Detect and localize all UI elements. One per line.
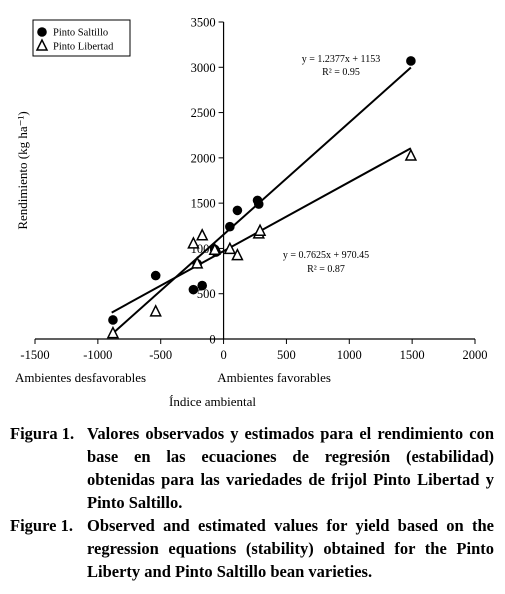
x-axis-label: Índice ambiental: [169, 394, 256, 409]
y-tick-label: 3000: [191, 61, 216, 75]
caption-spanish-text: Valores observados y estimados para el r…: [87, 424, 494, 512]
caption-spanish-label: Figura 1.: [10, 424, 75, 443]
point-pinto-libertad: [187, 236, 200, 249]
point-pinto-libertad: [223, 241, 237, 255]
axes: -1500 -1000 -500 0 500 1000 1500 20000500100015…: [20, 16, 487, 363]
point-pinto-libertad: [106, 325, 120, 339]
point-pinto-libertad: [149, 304, 162, 317]
caption-english-text: Observed and estimated values for yield …: [87, 516, 494, 581]
x-tick-label: 1000: [337, 348, 362, 362]
caption-spanish: Figura 1. Valores observados y estimados…: [10, 422, 494, 512]
x-tick-label: 500: [277, 348, 296, 362]
point-pinto-saltillo: [188, 284, 199, 295]
y-tick-label: 500: [197, 287, 216, 301]
data-points: [106, 56, 418, 339]
y-axis-label: Rendimiento (kg ha⁻¹): [15, 111, 30, 229]
y-tick-label: 2000: [191, 151, 216, 165]
point-pinto-saltillo: [108, 315, 118, 325]
y-tick-label: 1500: [191, 197, 216, 211]
legend-marker-pinto-libertad: [35, 38, 49, 51]
legend: Pinto Saltillo Pinto Libertad: [32, 19, 131, 57]
point-pinto-saltillo: [406, 56, 416, 66]
equation-pinto-saltillo: y = 1.2377x + 1153: [302, 54, 380, 65]
point-pinto-libertad: [190, 256, 204, 269]
point-pinto-saltillo: [150, 270, 161, 281]
point-pinto-saltillo: [232, 205, 243, 216]
r2-pinto-saltillo: R² = 0.95: [322, 67, 360, 78]
y-tick-label: 0: [209, 333, 215, 347]
legend-marker-pinto-saltillo: [37, 27, 47, 37]
legend-box: [32, 19, 131, 57]
point-pinto-libertad: [404, 148, 418, 161]
point-pinto-libertad: [231, 247, 244, 261]
point-pinto-libertad: [195, 228, 209, 241]
x-annotation-favorable: Ambientes favorables: [217, 370, 331, 385]
r2-pinto-libertad: R² = 0.87: [307, 264, 345, 275]
caption-english: Figure 1. Observed and estimated values …: [10, 514, 494, 584]
y-tick-label: 3500: [191, 16, 216, 30]
x-tick-label: -1000: [83, 348, 112, 362]
caption-english-label: Figure 1.: [10, 516, 73, 535]
point-pinto-saltillo: [225, 221, 235, 232]
yield-stability-chart: -1500 -1000 -500 0 500 1000 1500 20000500100015…: [15, 16, 488, 410]
legend-label-pinto-libertad: Pinto Libertad: [53, 42, 114, 53]
axis-labels: Rendimiento (kg ha⁻¹) Ambientes desfavora…: [15, 54, 380, 409]
x-tick-label: 2000: [463, 348, 488, 362]
x-tick-label: 0: [220, 348, 226, 362]
point-pinto-saltillo: [253, 199, 264, 209]
equation-pinto-libertad: y = 0.7625x + 970.45: [283, 250, 369, 261]
x-tick-label: -1500: [20, 348, 49, 362]
x-annotation-unfavorable: Ambientes desfavorables: [15, 370, 146, 385]
y-tick-label: 2500: [191, 106, 216, 120]
point-pinto-libertad: [208, 242, 221, 255]
x-tick-label: 1500: [400, 348, 425, 362]
point-pinto-libertad: [253, 223, 267, 236]
x-tick-label: -500: [149, 348, 172, 362]
point-pinto-saltillo: [197, 280, 207, 291]
legend-label-pinto-saltillo: Pinto Saltillo: [53, 28, 108, 39]
